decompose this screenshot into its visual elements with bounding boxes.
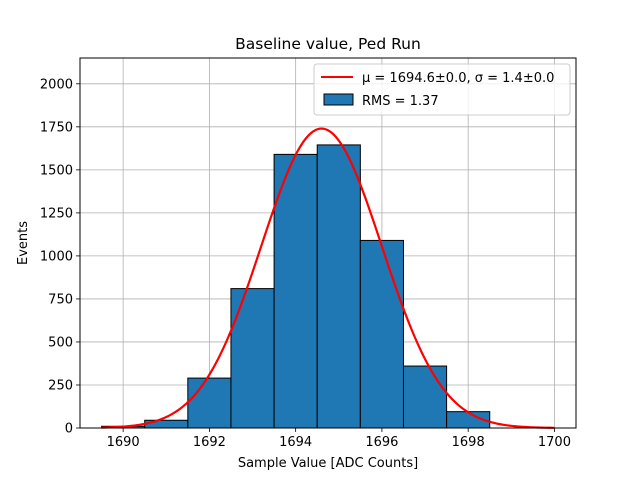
y-tick-label: 1750 <box>40 120 73 135</box>
y-tick-label: 500 <box>48 335 73 350</box>
histogram-bar <box>359 239 404 429</box>
y-tick-label: 1250 <box>40 206 73 221</box>
legend-box <box>313 63 571 116</box>
fit-curve <box>101 127 555 429</box>
legend-fit-label: μ = 1694.6±0.0, σ = 1.4±0.0 <box>362 71 554 86</box>
x-tick-label: 1700 <box>538 435 571 450</box>
x-axis-label: Sample Value [ADC Counts] <box>238 456 418 471</box>
y-axis-label: Events <box>16 221 31 265</box>
histogram-bar <box>273 153 318 429</box>
x-tick-label: 1690 <box>107 435 140 450</box>
x-axis-ticks: 1690 1692 1694 1696 1698 1700 <box>107 428 571 450</box>
x-tick-label: 1698 <box>452 435 485 450</box>
histogram-bars <box>101 144 491 429</box>
y-tick-label: 1000 <box>40 249 73 264</box>
y-tick-label: 1500 <box>40 163 73 178</box>
x-tick-label: 1696 <box>365 435 398 450</box>
plot-frame <box>79 57 577 429</box>
histogram-bar <box>316 144 361 429</box>
y-axis-ticks: 0 250 500 750 1000 1250 1500 1750 2000 <box>40 77 80 437</box>
y-tick-label: 750 <box>48 292 73 307</box>
y-tick-label: 0 <box>65 422 73 437</box>
chart-title: Baseline value, Ped Run <box>235 35 421 53</box>
histogram-bar <box>402 365 448 429</box>
y-tick-label: 250 <box>48 378 73 393</box>
histogram-bar <box>230 288 275 429</box>
histogram-bar <box>187 377 232 429</box>
gaussian-fit <box>101 127 555 429</box>
y-tick-label: 2000 <box>40 77 73 92</box>
legend-histogram-label: RMS = 1.37 <box>362 94 439 109</box>
x-tick-label: 1694 <box>279 435 312 450</box>
legend: μ = 1694.6±0.0, σ = 1.4±0.0 RMS = 1.37 <box>313 63 571 116</box>
x-tick-label: 1692 <box>193 435 226 450</box>
legend-histogram-swatch <box>323 93 354 106</box>
